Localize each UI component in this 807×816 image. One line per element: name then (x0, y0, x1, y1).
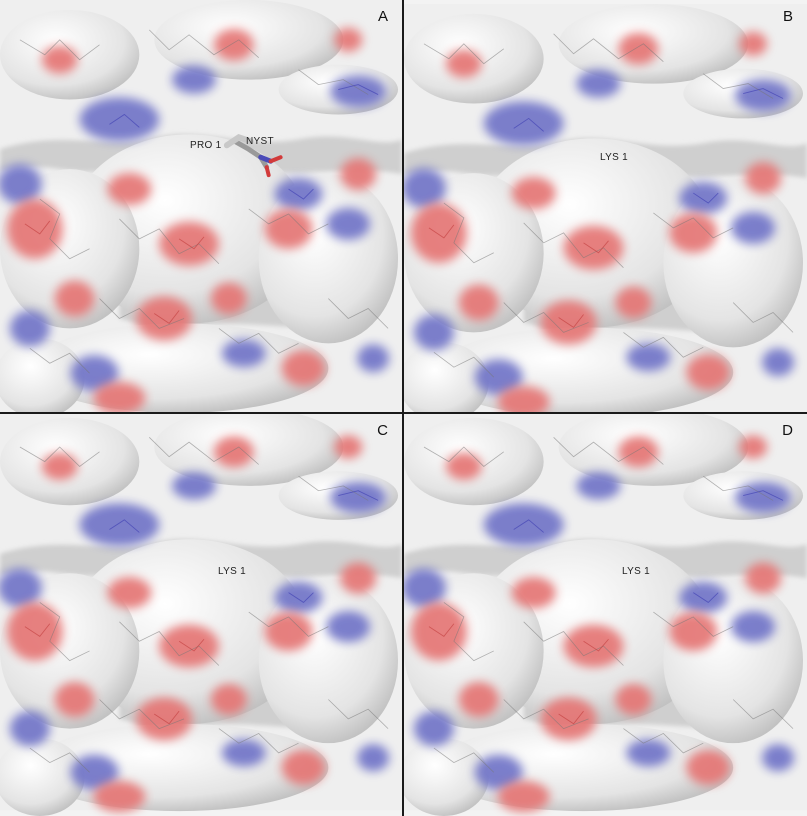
ligand-stick-model (223, 134, 283, 178)
panel-c: C LYS 1 (0, 414, 404, 816)
surface-render-c (0, 414, 402, 816)
panel-a: A PRO 1 NYST (0, 0, 404, 414)
ligand-label-nyst: NYST (246, 136, 274, 147)
panel-letter-d: D (782, 422, 793, 439)
panel-letter-c: C (377, 422, 388, 439)
surface-render-a (0, 0, 402, 412)
residue-label-lys1: LYS 1 (218, 566, 246, 577)
residue-label-lys1: LYS 1 (600, 152, 628, 163)
residue-label-pro1: PRO 1 (190, 140, 222, 151)
surface-render-d (404, 414, 807, 816)
panel-d: D LYS 1 (404, 414, 807, 816)
panel-letter-b: B (782, 8, 793, 25)
panel-b: B LYS 1 (404, 0, 807, 414)
panel-letter-a: A (377, 8, 388, 25)
residue-label-lys1: LYS 1 (622, 566, 650, 577)
surface-render-b (404, 0, 807, 412)
